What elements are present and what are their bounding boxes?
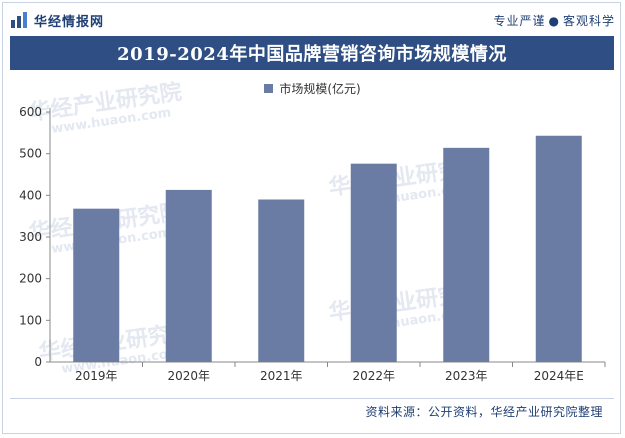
y-tick-label: 0 bbox=[34, 355, 42, 369]
x-tick-label: 2023年 bbox=[445, 369, 488, 383]
chart-frame bbox=[2, 2, 621, 434]
y-tick-label: 600 bbox=[19, 105, 42, 119]
brand: 华经情报网 bbox=[10, 11, 104, 30]
x-tick-label: 2020年 bbox=[167, 369, 210, 383]
bar-2024年E bbox=[535, 135, 582, 362]
bar-2023年 bbox=[443, 147, 490, 362]
title-bar: 2019-2024年中国品牌营销咨询市场规模情况 bbox=[10, 36, 614, 70]
x-tick-label: 2024年E bbox=[534, 369, 584, 383]
bar-chart-logo-icon bbox=[11, 12, 27, 28]
x-tick-label: 2022年 bbox=[352, 369, 395, 383]
x-tick-label: 2019年 bbox=[75, 369, 118, 383]
y-tick-label: 100 bbox=[19, 313, 42, 327]
footer-divider bbox=[10, 398, 614, 399]
x-tick-label: 2021年 bbox=[260, 369, 303, 383]
y-tick-label: 500 bbox=[19, 147, 42, 161]
chart-bars bbox=[73, 135, 582, 362]
bar-2020年 bbox=[165, 189, 212, 362]
header-bar: 华经情报网 专业严谨 ● 客观科学 bbox=[10, 8, 615, 32]
legend-label: 市场规模(亿元) bbox=[279, 81, 361, 96]
dot-separator-icon: ● bbox=[548, 13, 560, 28]
bar-2022年 bbox=[350, 163, 397, 362]
legend: 市场规模(亿元) bbox=[0, 79, 625, 97]
bar-2019年 bbox=[73, 208, 120, 362]
y-tick-label: 400 bbox=[19, 188, 42, 202]
chart-title: 2019-2024年中国品牌营销咨询市场规模情况 bbox=[117, 44, 507, 65]
source-note: 资料来源：公开资料，华经产业研究院整理 bbox=[365, 405, 603, 419]
legend-swatch bbox=[264, 83, 274, 93]
y-tick-label: 300 bbox=[19, 230, 42, 244]
slogan-right: 客观科学 bbox=[562, 13, 615, 28]
bar-2021年 bbox=[258, 199, 305, 362]
chart-labels: 0 100 200 300 400 500 600 2019年 2020年 2021年 2022年 2… bbox=[19, 105, 584, 383]
slogan-left: 专业严谨 bbox=[493, 13, 546, 28]
slogan: 专业严谨 ● 客观科学 bbox=[493, 12, 615, 29]
y-tick-label: 200 bbox=[19, 272, 42, 286]
brand-name: 华经情报网 bbox=[34, 14, 105, 30]
chart-axes bbox=[46, 108, 606, 367]
